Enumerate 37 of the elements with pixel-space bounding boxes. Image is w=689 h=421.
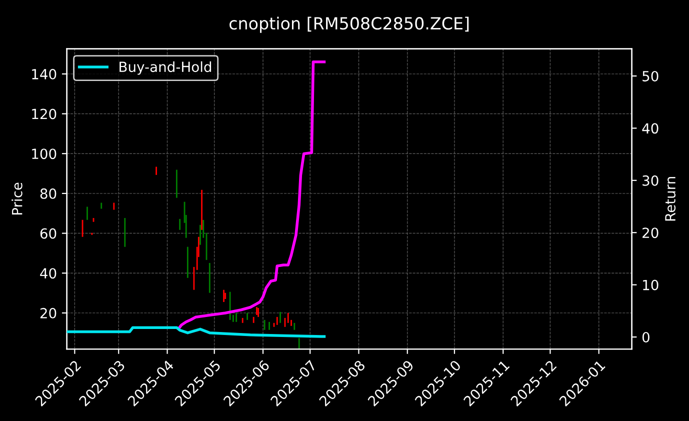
y2-tick-label: 10 — [643, 280, 658, 290]
candlestick — [246, 312, 248, 320]
y2-axis-title: Return — [665, 177, 676, 221]
candlestick — [224, 292, 226, 300]
candlestick — [186, 246, 188, 278]
candlestick — [252, 316, 254, 323]
y-axis-title: Price — [12, 182, 22, 214]
candlestick — [276, 316, 278, 325]
candlestick — [242, 318, 244, 323]
chart-title: cnoption [RM508C2850.ZCE] — [230, 16, 469, 33]
candlestick — [258, 308, 260, 317]
y-tick-label: 140 — [32, 68, 56, 80]
y2-tick-label: 30 — [642, 175, 658, 186]
candlestick — [176, 170, 178, 198]
candlestick — [179, 218, 181, 230]
candlestick — [287, 312, 289, 323]
candlestick — [193, 266, 195, 290]
candlestick — [298, 338, 300, 349]
candlestick — [124, 218, 126, 247]
y-tick-label: 20 — [40, 308, 56, 318]
y2-tick-label: 20 — [642, 228, 658, 238]
candlestick — [294, 322, 296, 330]
y-tick-label: 120 — [32, 108, 56, 120]
candlestick — [100, 202, 102, 209]
y-tick-label: 40 — [40, 268, 56, 279]
y2-tick-label: 0 — [642, 332, 650, 342]
y-tick-label: 60 — [40, 228, 56, 239]
y-tick-label: 80 — [40, 188, 56, 199]
y2-tick-label: 50 — [642, 70, 658, 82]
candlestick — [113, 202, 115, 210]
legend-label: Buy-and-Hold — [120, 61, 212, 75]
candlestick — [208, 262, 210, 293]
y2-tick-label: 40 — [642, 123, 658, 134]
line-series — [66, 326, 326, 338]
candlestick — [264, 320, 266, 330]
y-tick-label: 100 — [32, 148, 56, 160]
candlestick — [236, 312, 238, 322]
